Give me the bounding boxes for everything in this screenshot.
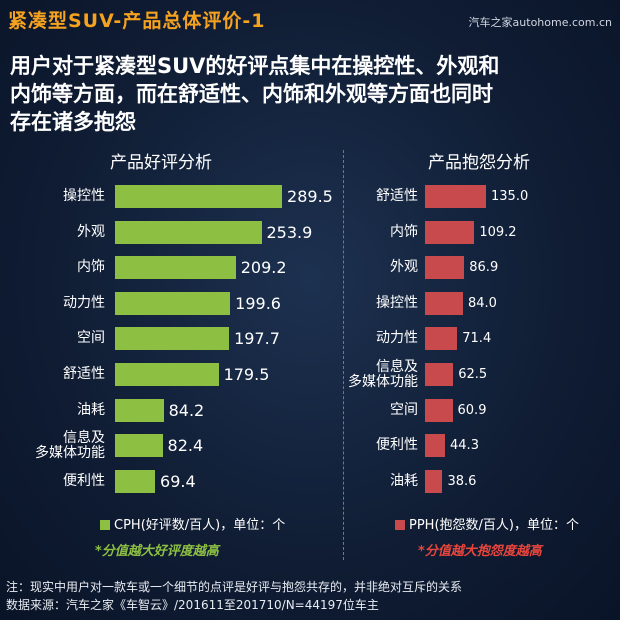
- legend-swatch: [100, 520, 110, 530]
- chart: 产品好评分析 操控性 289.5 外观 253.9 内饰 209.2 动力性 199.6 空间 19…: [0, 148, 343, 568]
- value-label: 253.9: [266, 222, 313, 242]
- value-label: 71.4: [462, 331, 492, 347]
- category-label: 外观: [77, 223, 105, 240]
- bar: [425, 327, 458, 351]
- bar: [115, 291, 231, 315]
- legend-text: CPH(好评数/百人)，单位：个: [114, 518, 286, 533]
- slide-title: 紧凑型SUV-产品总体评价-1: [8, 10, 266, 32]
- footnote: 注：现实中用户对一款车或一个细节的点评是好评与抱怨共存的，并非绝对互斥的关系: [6, 580, 463, 594]
- category-label: 空间: [390, 401, 418, 418]
- bar: [425, 291, 463, 315]
- value-label: 179.5: [223, 365, 270, 384]
- legend-swatch: [395, 520, 405, 530]
- source: 数据来源：汽车之家《车智云》/201611至201710/N=44197位车主: [6, 598, 379, 612]
- watermark: 汽车之家autohome.com.cn: [468, 16, 612, 29]
- value-label: 197.7: [234, 329, 280, 349]
- category-label: 动力性: [376, 330, 418, 347]
- category-label: 操控性: [63, 188, 105, 204]
- value-label: 109.2: [479, 224, 517, 240]
- legend-text: PPH(抱怨数/百人)，单位：个: [409, 518, 579, 533]
- category-label: 操控性: [376, 294, 418, 311]
- annotation: *分值越大好评度越高: [95, 544, 219, 559]
- value-label: 60.9: [457, 402, 487, 418]
- value-label: 69.4: [160, 471, 196, 491]
- chart-title: 产品抱怨分析: [428, 153, 530, 173]
- value-label: 209.2: [240, 258, 287, 278]
- category-label: 便利性: [376, 437, 418, 454]
- value-label: 199.6: [235, 293, 281, 313]
- legend-entry: CPH(好评数/百人)，单位：个: [100, 514, 285, 533]
- legend-entry: PPH(抱怨数/百人)，单位：个: [395, 514, 579, 533]
- chart: 产品抱怨分析 舒适性 135.0 内饰 109.2 外观 86.9 操控性 84.0 动力性 71.…: [343, 148, 620, 568]
- category-label: 动力性: [63, 294, 105, 311]
- value-label: 82.4: [167, 436, 204, 456]
- bar: [425, 469, 443, 493]
- bar: [425, 363, 454, 386]
- bar: [115, 363, 219, 386]
- value-label: 135.0: [491, 189, 529, 204]
- category-label: 空间: [77, 330, 105, 347]
- category-label: 外观: [390, 259, 418, 276]
- category-label: 舒适性: [63, 366, 105, 382]
- bar: [115, 327, 230, 351]
- value-label: 86.9: [469, 260, 499, 276]
- chart-title: 产品好评分析: [110, 153, 212, 173]
- bar: [115, 220, 262, 244]
- value-label: 84.2: [168, 400, 205, 420]
- bar: [425, 434, 446, 458]
- category-label: 内饰: [390, 223, 418, 240]
- headline: 用户对于紧凑型SUV的好评点集中在操控性、外观和 内饰等方面，而在舒适性、内饰和…: [10, 54, 500, 134]
- bar: [425, 398, 453, 422]
- category-label: 信息及 多媒体功能: [35, 429, 105, 461]
- bar: [115, 185, 283, 208]
- category-label: 便利性: [63, 472, 105, 489]
- bar: [115, 434, 163, 458]
- category-label: 油耗: [390, 472, 418, 489]
- bar: [115, 469, 156, 493]
- value-label: 38.6: [447, 473, 477, 489]
- value-label: 62.5: [458, 367, 488, 382]
- bar: [425, 185, 487, 208]
- category-label: 信息及 多媒体功能: [348, 358, 418, 390]
- annotation: *分值越大抱怨度越高: [418, 544, 542, 559]
- value-label: 44.3: [450, 438, 479, 454]
- bar: [425, 256, 465, 280]
- bar: [425, 220, 475, 244]
- bar: [115, 256, 236, 280]
- value-label: 289.5: [287, 187, 333, 206]
- value-label: 84.0: [467, 295, 497, 311]
- category-label: 内饰: [77, 259, 105, 276]
- category-label: 油耗: [77, 401, 105, 418]
- divider: [343, 150, 344, 560]
- category-label: 舒适性: [376, 188, 418, 204]
- bar: [115, 398, 164, 422]
